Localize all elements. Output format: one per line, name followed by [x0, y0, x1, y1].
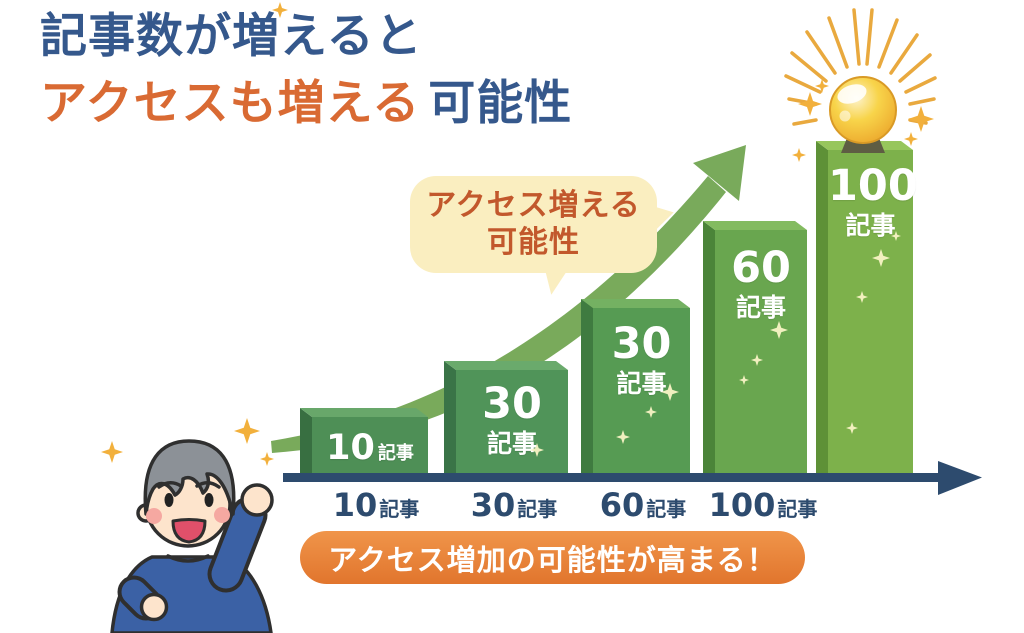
bar-value: 60	[731, 243, 791, 293]
x-axis-arrowhead-icon	[938, 461, 982, 495]
bar-unit: 記事	[616, 369, 667, 399]
character-eye-left	[164, 493, 174, 507]
bar-value: 30	[611, 319, 672, 369]
bar-top-face	[581, 299, 690, 308]
golden-orb-trophy-icon	[784, 8, 937, 153]
x-label-unit: 記事	[517, 497, 558, 521]
bar-top-face	[444, 361, 568, 370]
trophy-rays	[784, 8, 937, 126]
title-line1-text: 記事数が増えると	[40, 9, 423, 64]
character-eye-right	[204, 493, 214, 507]
speech-bubble-line1: アクセス増える	[426, 187, 641, 223]
bar-value: 30	[482, 379, 542, 429]
character-blush-left	[146, 508, 162, 524]
bar-value: 10	[326, 428, 375, 468]
x-label-unit: 記事	[646, 497, 687, 521]
bar-label: 60 記事	[715, 243, 807, 323]
x-axis-label-30: 30 記事	[439, 486, 589, 524]
x-axis-label-100: 100 記事	[688, 486, 838, 524]
trophy-orb-highlight-small	[839, 110, 851, 122]
bar-side-face	[816, 141, 828, 478]
bar-top-face	[300, 408, 428, 417]
bar-side-face	[444, 361, 456, 478]
character-ear	[136, 503, 156, 523]
bar-top-face	[816, 141, 913, 150]
cheering-person-illustration	[110, 439, 274, 633]
bar-label: 100 記事	[828, 161, 918, 241]
speech-bubble-tail-bottom	[545, 265, 577, 295]
title-line2-rest: 可能性	[428, 75, 573, 131]
bar-label: 30 記事	[593, 319, 690, 399]
speech-bubble-line2: 可能性	[487, 224, 580, 260]
page-title: 記事数が増えると アクセスも増える 可能性	[40, 4, 572, 137]
bar-top-face	[703, 221, 807, 230]
title-line-2: アクセスも増える 可能性	[40, 71, 572, 138]
character-arm-raised-fill	[211, 500, 264, 589]
character-fist-chest	[139, 592, 169, 622]
sparkle-icon	[101, 441, 123, 463]
x-label-number: 100	[708, 486, 776, 524]
character-hair	[143, 439, 236, 516]
bar-100-articles: 100 記事	[816, 141, 918, 478]
sparkle-icon	[260, 452, 274, 466]
x-axis-label-60: 60 記事	[568, 486, 718, 524]
sparkle-icon	[798, 92, 822, 116]
footer-banner-text: アクセス増加の可能性が高まる！	[328, 542, 777, 577]
bar-30b-articles: 30 記事	[581, 299, 690, 478]
character-arm-chest-fill	[121, 579, 159, 617]
trophy-orb	[829, 76, 897, 144]
sparkle-icon	[908, 106, 934, 132]
bar-unit: 記事	[845, 211, 896, 241]
bar-unit: 記事	[486, 429, 537, 459]
character-mouth	[171, 518, 207, 544]
x-axis-label-10: 10 記事	[301, 486, 451, 524]
bar-label: 30 記事	[456, 379, 568, 459]
bar-side-face	[703, 221, 715, 478]
bar-label: 10 記事	[312, 430, 428, 467]
bar-unit: 記事	[735, 293, 786, 323]
bar-10-articles: 10 記事	[300, 408, 428, 478]
x-label-unit: 記事	[777, 497, 818, 521]
speech-bubble-tail-right	[649, 199, 677, 231]
bar-side-face	[300, 408, 312, 478]
character-body	[110, 555, 273, 633]
character-eyebrow-left	[157, 481, 183, 489]
sparkle-icon	[815, 79, 829, 93]
sparkle-icon	[792, 148, 806, 162]
bar-60-articles: 60 記事	[703, 221, 807, 478]
character-arm-raised	[207, 496, 268, 593]
x-label-number: 60	[599, 486, 645, 524]
bar-value: 100	[828, 161, 918, 211]
bar-unit: 記事	[377, 443, 414, 464]
footer-banner: アクセス増加の可能性が高まる！	[300, 531, 805, 584]
x-label-number: 30	[470, 486, 516, 524]
bar-30-articles: 30 記事	[444, 361, 568, 478]
title-line2-accent: アクセスも増える	[40, 75, 421, 131]
speech-bubble: アクセス増える 可能性	[410, 176, 677, 295]
bar-side-face	[581, 299, 593, 478]
bar-front-face	[828, 150, 913, 478]
x-label-number: 10	[332, 486, 378, 524]
character-blush-right	[214, 507, 230, 523]
x-label-unit: 記事	[379, 497, 420, 521]
character-eyebrow-right	[195, 481, 221, 489]
character-fist-raised	[240, 483, 274, 517]
sparkle-icon	[234, 418, 260, 444]
character-face	[144, 460, 232, 548]
trophy-orb-highlight	[837, 84, 867, 104]
growth-arrow-head	[693, 145, 746, 201]
title-line-1: 記事数が増えると	[40, 4, 572, 71]
character-collar	[166, 554, 210, 563]
character-arm-chest	[117, 575, 163, 621]
sparkle-icon	[904, 132, 918, 146]
